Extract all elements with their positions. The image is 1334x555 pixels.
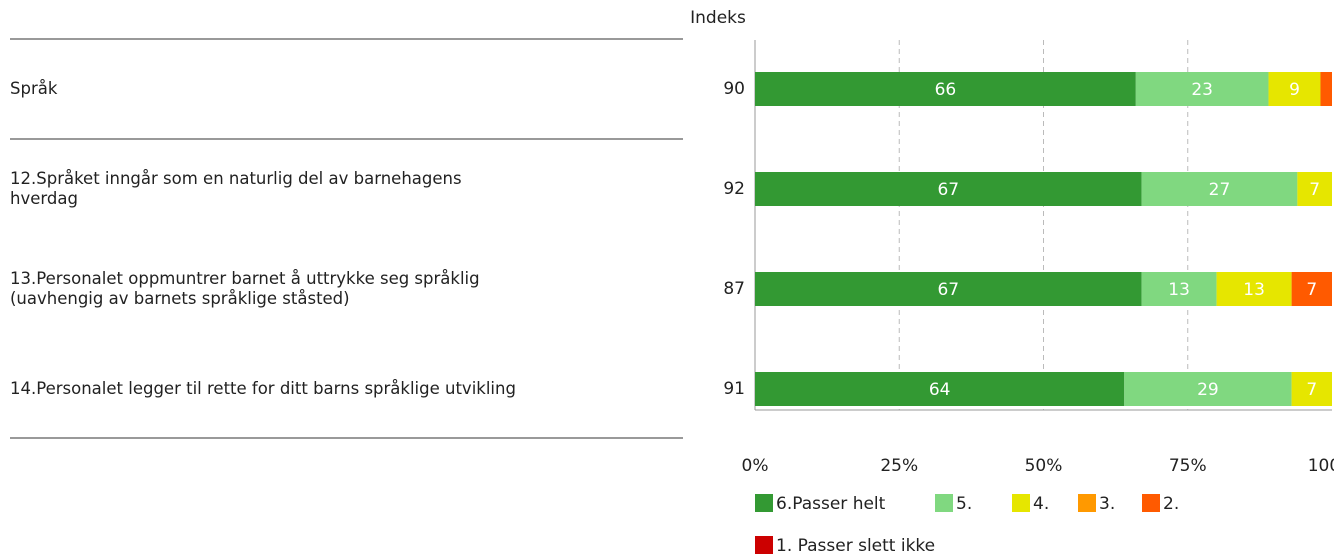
bar-segment xyxy=(755,372,1125,406)
legend-label: 5. xyxy=(956,494,972,514)
bar-segment xyxy=(1291,272,1332,306)
legend-swatch xyxy=(935,494,953,512)
legend-label: 3. xyxy=(1099,494,1115,514)
value-label: 29 xyxy=(1197,380,1219,400)
legend-label: 2. xyxy=(1163,494,1179,514)
bar-segment xyxy=(1124,372,1292,406)
x-tick-label: 25% xyxy=(880,456,918,476)
value-label: 7 xyxy=(1306,380,1317,400)
value-label: 7 xyxy=(1309,180,1320,200)
bar-segment xyxy=(755,172,1142,206)
bar-segment xyxy=(1291,372,1332,406)
value-label: 23 xyxy=(1191,80,1213,100)
value-label: 27 xyxy=(1209,180,1231,200)
value-label: 13 xyxy=(1168,280,1190,300)
legend-swatch xyxy=(1078,494,1096,512)
value-label: 67 xyxy=(937,280,959,300)
bar-segment xyxy=(1297,172,1332,206)
value-label: 66 xyxy=(935,80,957,100)
bar-segment xyxy=(755,72,1136,106)
legend-label: 1. Passer slett ikke xyxy=(776,536,935,555)
value-label: 7 xyxy=(1306,280,1317,300)
category-label: 14.Personalet legger til rette for ditt … xyxy=(10,379,516,398)
value-label: 67 xyxy=(937,180,959,200)
x-tick-label: 75% xyxy=(1169,456,1207,476)
category-label: 12.Språket inngår som en naturlig del av… xyxy=(10,169,462,208)
x-tick-label: 50% xyxy=(1025,456,1063,476)
legend-swatch xyxy=(1012,494,1030,512)
legend-label: 6.Passer helt xyxy=(776,494,886,514)
legend-swatch xyxy=(755,494,773,512)
bar-segment xyxy=(1216,272,1292,306)
index-value: 92 xyxy=(723,179,745,199)
x-tick-label: 100% xyxy=(1308,456,1334,476)
legend-label: 4. xyxy=(1033,494,1049,514)
bar-segment xyxy=(755,272,1142,306)
index-header: Indeks xyxy=(690,8,746,28)
bar-segment xyxy=(1141,172,1298,206)
bar-segment xyxy=(1135,72,1269,106)
bar-segment xyxy=(1320,72,1332,106)
index-value: 87 xyxy=(723,279,745,299)
value-label: 64 xyxy=(929,380,951,400)
bar-segment xyxy=(1141,272,1217,306)
bar-segment xyxy=(1268,72,1321,106)
legend-swatch xyxy=(1142,494,1160,512)
category-label: 13.Personalet oppmuntrer barnet å uttryk… xyxy=(10,269,480,308)
value-label: 9 xyxy=(1289,80,1300,100)
x-tick-label: 0% xyxy=(742,456,769,476)
legend-swatch xyxy=(755,536,773,554)
category-label: Språk xyxy=(10,79,58,98)
value-label: 13 xyxy=(1243,280,1265,300)
index-value: 90 xyxy=(723,79,745,99)
index-value: 91 xyxy=(723,379,745,399)
